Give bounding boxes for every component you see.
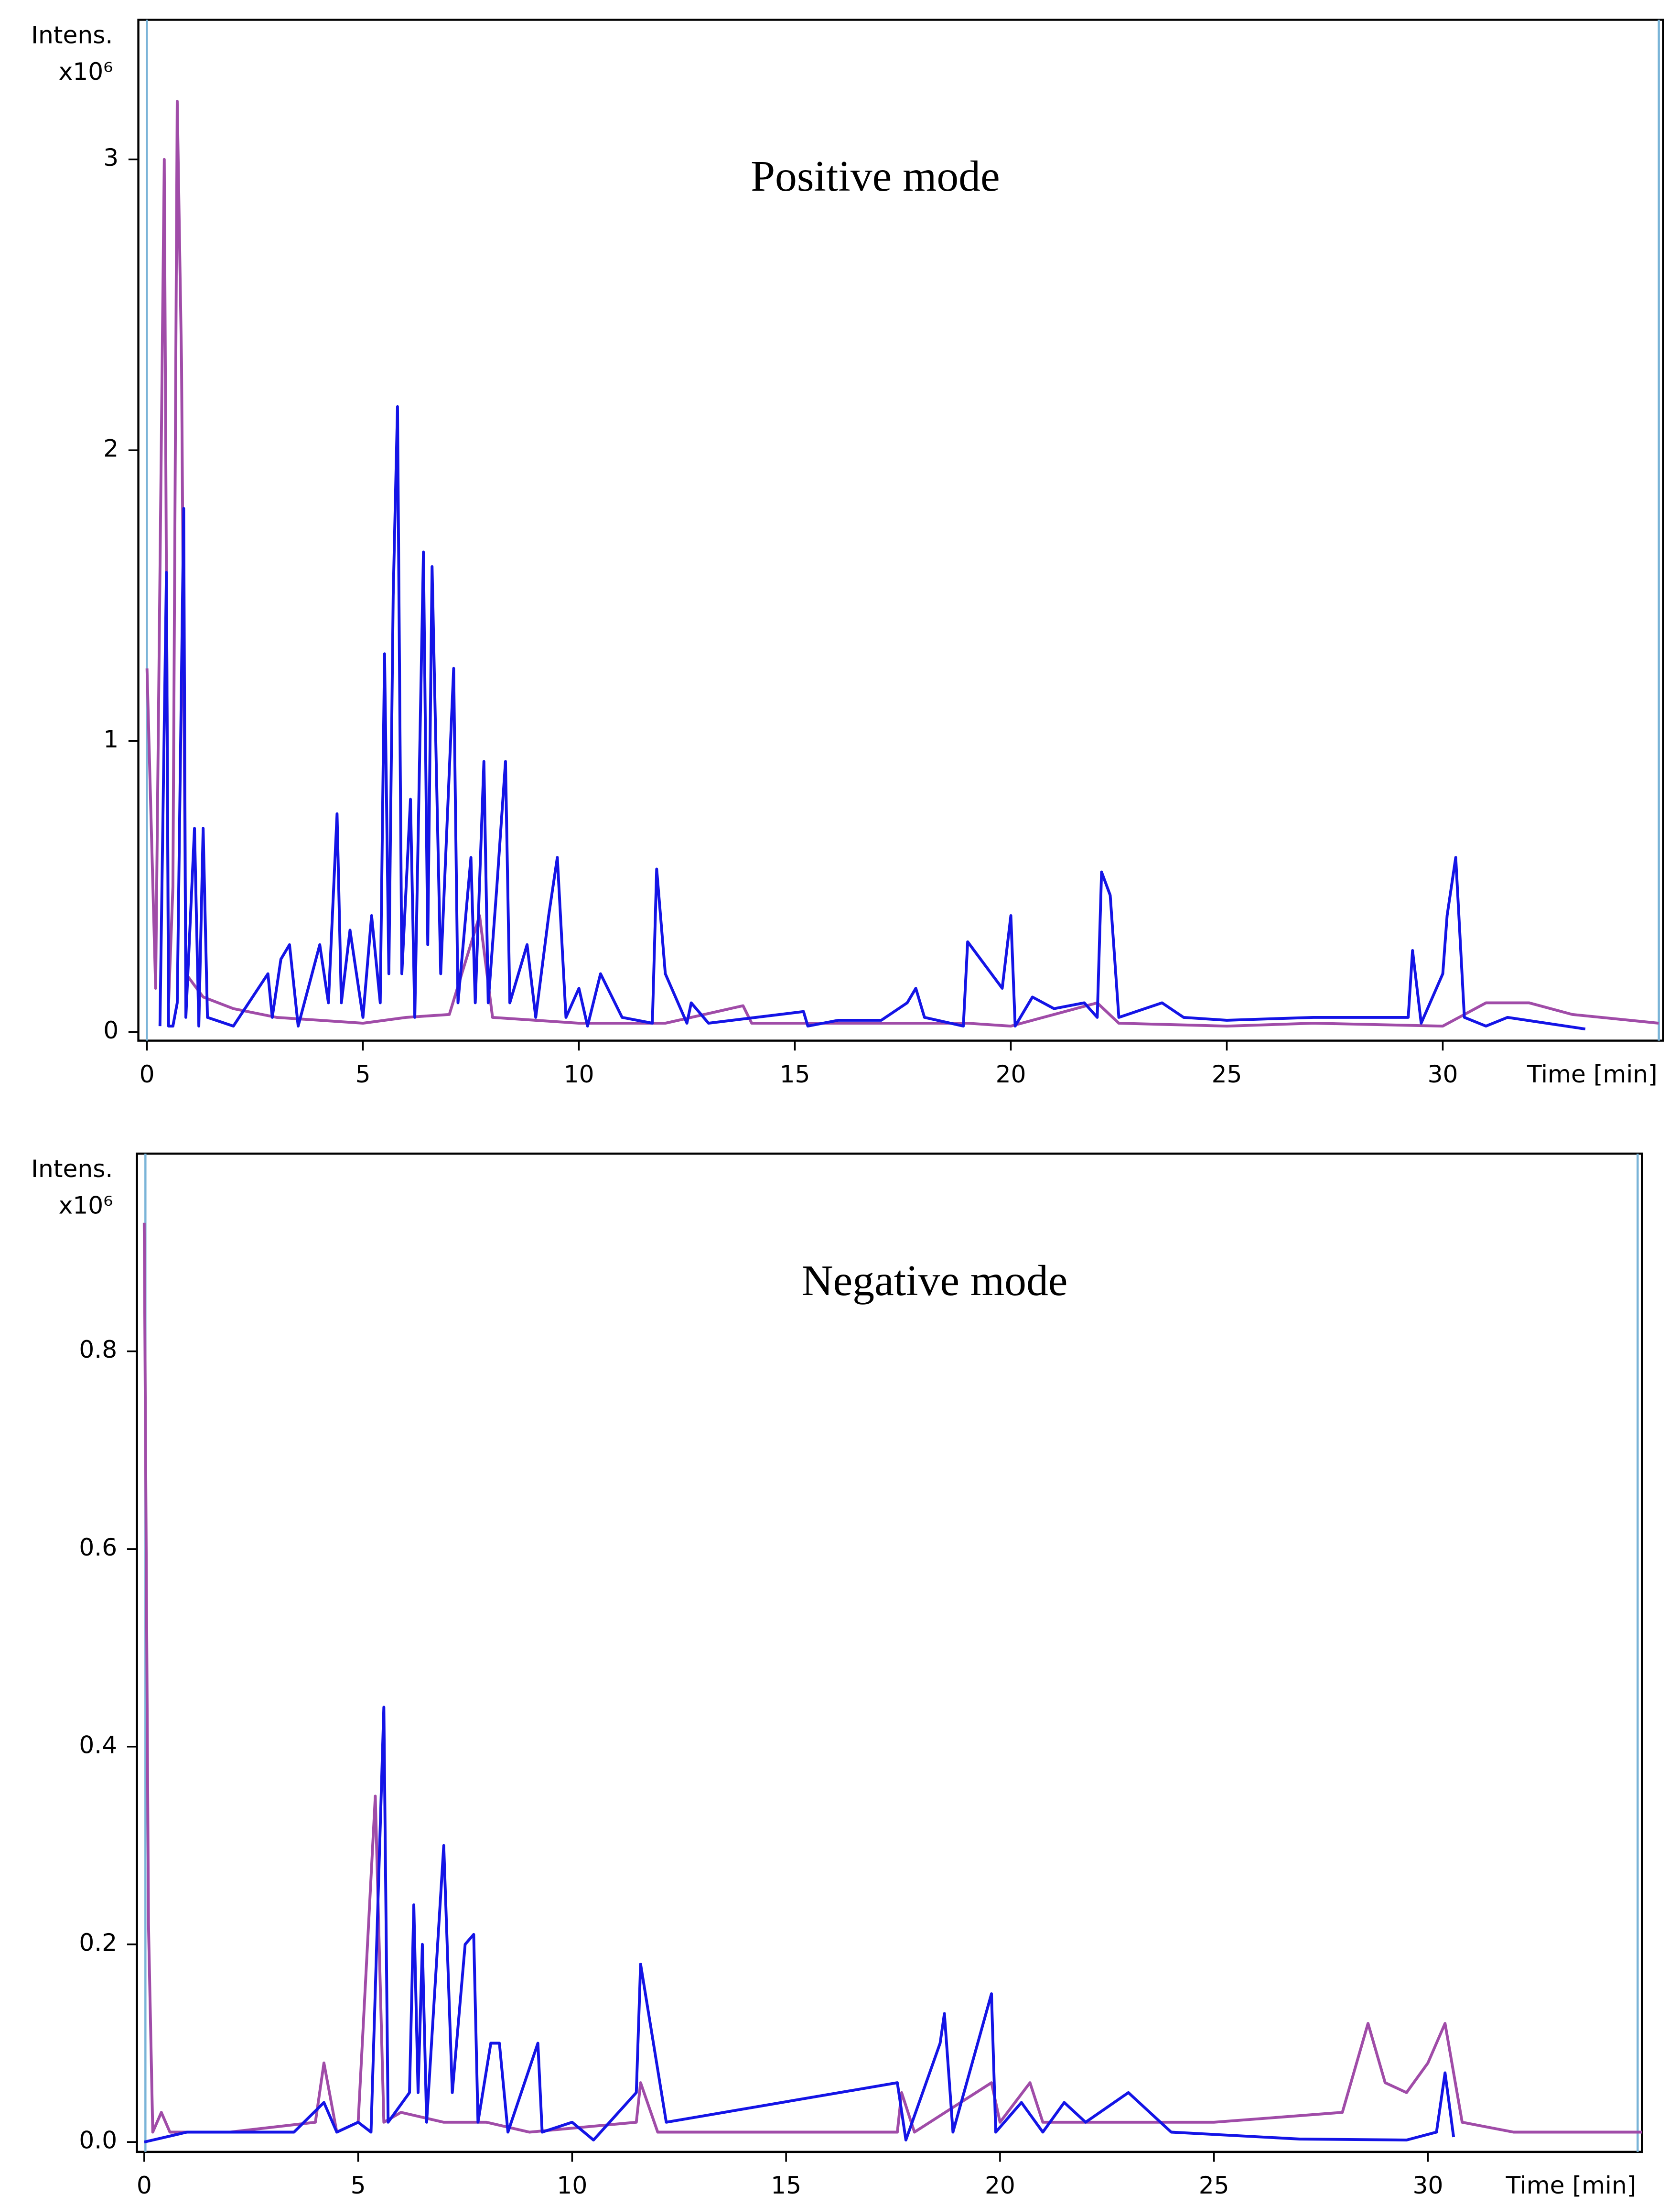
x-axis-label: Time [min] — [1506, 2171, 1637, 2199]
x-tick-label: 30 — [1428, 1060, 1458, 1088]
series-line — [142, 1222, 1642, 2134]
x-tick-label: 15 — [771, 2171, 801, 2199]
x-tick-label: 20 — [985, 2171, 1015, 2199]
y-scale-label: x10⁶ — [59, 57, 113, 86]
x-tick-label: 10 — [564, 1060, 594, 1088]
x-axis-label: Time [min] — [1527, 1060, 1658, 1088]
y-tick-label: 2 — [103, 434, 118, 463]
plot-frame — [136, 1152, 1643, 2153]
series-line — [144, 1706, 1455, 2144]
x-tick-label: 0 — [140, 1060, 155, 1088]
y-tick-label: 3 — [103, 143, 118, 172]
x-tick-label: 0 — [137, 2171, 152, 2199]
chart-title: Negative mode — [802, 1256, 1068, 1305]
x-tick-label: 30 — [1413, 2171, 1443, 2199]
y-tick-label: 1 — [103, 725, 118, 753]
y-tick-label: 0.2 — [79, 1928, 117, 1956]
chart-title: Positive mode — [751, 151, 1000, 200]
x-tick-label: 20 — [996, 1060, 1026, 1088]
series-line — [145, 99, 1659, 1028]
y-scale-label: x10⁶ — [59, 1191, 113, 1220]
y-tick-label: 0.6 — [79, 1533, 117, 1561]
x-tick-label: 25 — [1199, 2171, 1229, 2199]
y-tick-label: 0.0 — [79, 2126, 117, 2154]
x-tick-label: 10 — [557, 2171, 587, 2199]
y-axis-label: Intens. — [31, 1155, 113, 1183]
y-tick-label: 0.8 — [79, 1335, 117, 1363]
y-tick-label: 0.4 — [79, 1730, 117, 1759]
x-tick-label: 15 — [780, 1060, 810, 1088]
series-line — [158, 405, 1586, 1031]
plot-frame — [137, 19, 1664, 1042]
y-axis-label: Intens. — [31, 21, 113, 49]
y-tick-label: 0 — [103, 1016, 118, 1044]
x-tick-label: 5 — [351, 2171, 366, 2199]
x-tick-label: 5 — [355, 1060, 371, 1088]
x-tick-label: 25 — [1212, 1060, 1242, 1088]
